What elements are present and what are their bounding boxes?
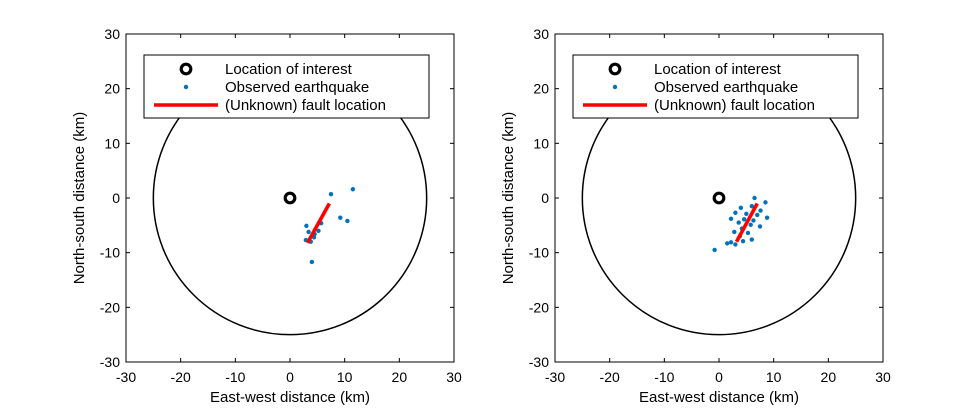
earthquake-point [749, 204, 754, 209]
legend-earthquake-marker [612, 84, 618, 90]
legend-location-marker-ring [608, 62, 622, 76]
legend-label: (Unknown) fault location [654, 97, 815, 114]
x-axis-label: East-west distance (km) [210, 389, 370, 406]
location-of-interest-marker [283, 191, 297, 205]
earthquake-point [728, 240, 734, 245]
earthquake-point [733, 242, 738, 247]
earthquake-point [740, 238, 746, 244]
earthquake-point [350, 187, 356, 192]
y-tick-label: 20 [104, 81, 120, 97]
y-tick-label: -20 [100, 299, 120, 315]
legend-earthquake-marker [183, 84, 189, 90]
x-tick-label: 20 [821, 369, 837, 385]
earthquake-point [728, 216, 734, 221]
x-tick-label: -30 [116, 369, 136, 385]
fault-line [734, 202, 759, 243]
x-tick-label: -10 [654, 369, 674, 385]
y-tick-label: 30 [533, 26, 549, 42]
earthquake-point [744, 211, 749, 217]
earthquake-point [345, 218, 350, 224]
legend-location-marker [608, 62, 622, 76]
fault-line [305, 202, 331, 244]
y-tick-label: -10 [100, 245, 120, 261]
legend-label: Location of interest [654, 61, 782, 78]
earthquake-point [712, 247, 717, 253]
x-tick-label: 0 [715, 369, 723, 385]
location-of-interest-marker-ring [712, 191, 726, 205]
right-scatter-plot: -30 -20 -10 0 10 20 30 -30 -20 -10 0 10 20 30 East-wes… [500, 26, 891, 406]
y-tick-label: 10 [533, 135, 549, 151]
earthquake-point [764, 215, 770, 220]
earthquake-point [745, 230, 751, 236]
legend-label: Observed earthquake [654, 79, 798, 96]
earthquake-point [733, 210, 738, 215]
earthquake-point [736, 220, 741, 225]
y-axis-label: North-south distance (km) [500, 112, 517, 285]
y-tick-label: 10 [104, 135, 120, 151]
earthquake-point [738, 205, 744, 211]
x-tick-label: 0 [286, 369, 294, 385]
y-tick-label: -30 [529, 354, 549, 370]
location-of-interest-marker [712, 191, 726, 205]
legend-label: (Unknown) fault location [225, 97, 386, 114]
earthquake-point [763, 200, 768, 205]
legend-label: Location of interest [225, 61, 353, 78]
earthquake-point [732, 229, 737, 235]
x-tick-label: 20 [392, 369, 408, 385]
earthquake-point [338, 215, 343, 220]
legend-box [572, 54, 859, 119]
x-tick-label: 30 [875, 369, 891, 385]
y-tick-label: 0 [541, 190, 549, 206]
y-tick-label: 20 [533, 81, 549, 97]
earthquake-point [328, 191, 334, 197]
earthquake-point [309, 259, 315, 265]
x-tick-label: 10 [766, 369, 782, 385]
earthquake-point [749, 237, 754, 242]
x-tick-label: -10 [225, 369, 245, 385]
earthquake-point [741, 217, 747, 222]
earthquake-point [306, 229, 311, 235]
y-tick-label: 0 [112, 190, 120, 206]
earthquake-point [751, 218, 756, 223]
x-tick-label: 10 [337, 369, 353, 385]
y-tick-label: -20 [529, 299, 549, 315]
y-tick-label: 30 [104, 26, 120, 42]
legend-label: Observed earthquake [225, 79, 369, 96]
earthquake-point [304, 223, 309, 229]
x-axis-label: East-west distance (km) [639, 389, 799, 406]
earthquake-point [316, 228, 321, 233]
left-scatter-plot: -30 -20 -10 0 10 20 30 -30 -20 -10 0 10 20 30 East-wes… [71, 26, 462, 406]
earthquake-point [752, 195, 757, 201]
y-tick-label: -10 [529, 245, 549, 261]
earthquake-point [725, 241, 730, 246]
earthquake-point [748, 222, 753, 227]
y-tick-label: -30 [100, 354, 120, 370]
earthquake-point [757, 224, 763, 229]
legend-box [143, 54, 430, 119]
legend-location-marker-ring [179, 62, 193, 76]
x-tick-label: -30 [545, 369, 565, 385]
earthquake-point [755, 212, 760, 218]
x-tick-label: 30 [446, 369, 462, 385]
x-tick-label: -20 [600, 369, 620, 385]
x-tick-label: -20 [171, 369, 191, 385]
legend-location-marker [179, 62, 193, 76]
earthquake-point [758, 208, 763, 213]
y-axis-label: North-south distance (km) [71, 112, 88, 285]
location-of-interest-marker-ring [283, 191, 297, 205]
